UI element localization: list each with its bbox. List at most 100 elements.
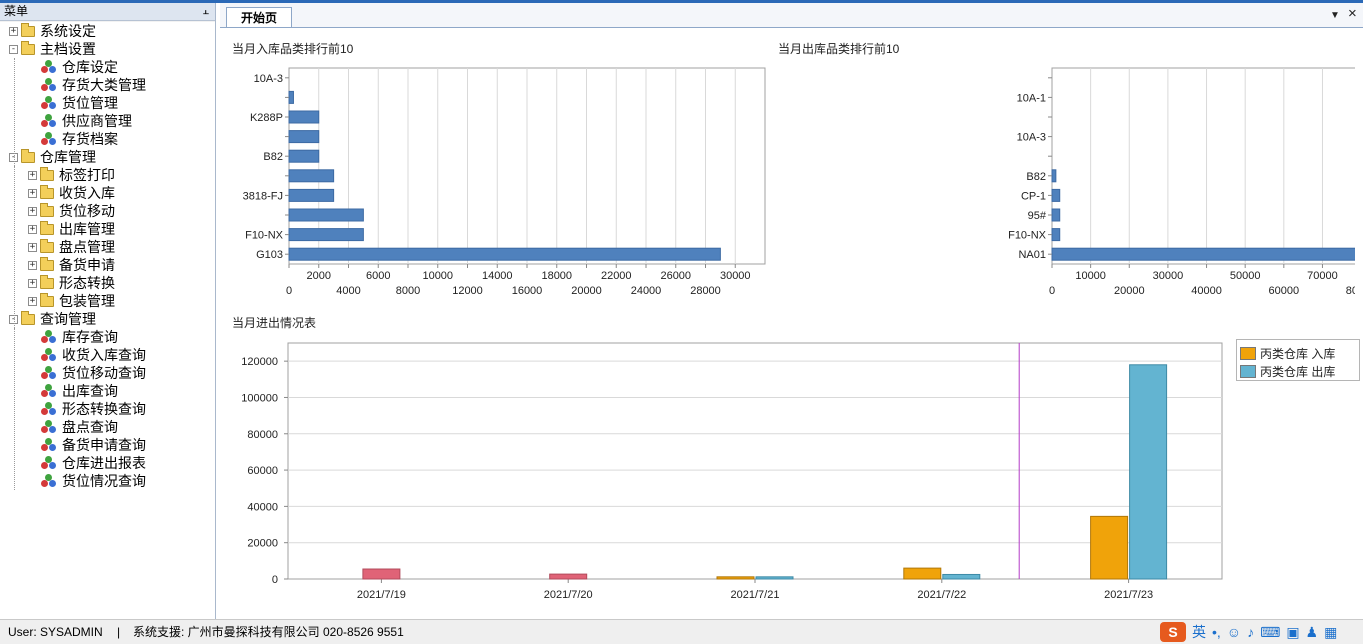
menu-item-label: 主档设置 xyxy=(40,42,96,58)
menu-item-label: 库存查询 xyxy=(62,330,118,346)
pin-icon[interactable]: ⫠ xyxy=(202,5,209,17)
status-user: User: SYSADMIN xyxy=(8,625,103,639)
toolbox-icon[interactable]: ▣ xyxy=(1286,624,1300,640)
menu-item-10[interactable]: + 收货入库 xyxy=(28,184,115,202)
x-tick-label: 2000 xyxy=(307,270,331,282)
y-tick-label: CP-1 xyxy=(1021,190,1046,202)
legend-item-inbound: 丙类仓库 入库 xyxy=(1240,345,1335,362)
menu-item-24[interactable]: 备货申请查询 xyxy=(41,436,146,454)
x-tick-label: 20000 xyxy=(571,285,602,297)
menu-item-label: 查询管理 xyxy=(40,312,96,328)
menu-item-label: 出库管理 xyxy=(59,222,115,238)
collapse-icon[interactable]: - xyxy=(9,151,18,162)
y-tick-label: 0 xyxy=(272,574,278,586)
expand-icon[interactable]: + xyxy=(28,205,37,216)
expand-icon[interactable]: + xyxy=(28,259,37,270)
menu-item-label: 存货档案 xyxy=(62,132,118,148)
menu-item-label: 货位情况查询 xyxy=(62,474,146,490)
module-icon xyxy=(41,60,57,74)
x-tick-label: 16000 xyxy=(512,285,543,297)
menu-item-9[interactable]: + 标签打印 xyxy=(28,166,115,184)
x-tick-label: 4000 xyxy=(336,285,360,297)
x-tick-label: 30000 xyxy=(720,270,751,282)
menu-item-14[interactable]: + 备货申请 xyxy=(28,256,115,274)
menu-item-17[interactable]: - 查询管理 xyxy=(9,310,96,328)
bar-series-inbound xyxy=(903,567,942,580)
bar xyxy=(288,188,335,202)
menu-item-label: 供应商管理 xyxy=(62,114,132,130)
expand-icon[interactable]: + xyxy=(28,187,37,198)
menu-item-15[interactable]: + 形态转换 xyxy=(28,274,115,292)
bar-series-inbound xyxy=(1090,515,1129,580)
bar xyxy=(1051,169,1057,183)
folder-icon xyxy=(40,274,54,289)
menu-item-25[interactable]: 仓库进出报表 xyxy=(41,454,146,472)
bar-series-outbound xyxy=(1129,364,1168,580)
module-icon xyxy=(41,78,57,92)
punctuation-icon[interactable]: •, xyxy=(1212,624,1221,640)
collapse-icon[interactable]: - xyxy=(9,313,18,324)
menu-item-7[interactable]: 存货档案 xyxy=(41,130,118,148)
tab-strip: 开始页 ▼ × xyxy=(220,3,1363,28)
menu-tree: + 系统设定 - 主档设置 仓库设定 存货大类管理 货位管理供应商管理存货档案 - 仓库管理 + 标… xyxy=(0,22,215,619)
tab-start-page[interactable]: 开始页 xyxy=(226,7,292,27)
chart-inbound-top10: 10A-3 K288P B82 3818-FJ F10-NX G103 2000 6000 10… xyxy=(243,67,766,297)
plot-area xyxy=(1051,67,1355,265)
menu-item-18[interactable]: 库存查询 xyxy=(41,328,118,346)
menu-item-label: 备货申请 xyxy=(59,258,115,274)
keyboard-icon[interactable]: ⌨ xyxy=(1260,624,1281,640)
grid-icon[interactable]: ▦ xyxy=(1324,624,1338,640)
status-separator: | xyxy=(117,625,121,639)
x-tick-label: 50000 xyxy=(1230,270,1261,282)
expand-icon[interactable]: + xyxy=(9,25,18,36)
chart-inout-status: 0 20000 40000 60000 80000 100000 120000 2021/7/… xyxy=(241,342,1223,601)
sogou-ime-icon[interactable]: S xyxy=(1160,622,1186,642)
expand-icon[interactable]: + xyxy=(28,295,37,306)
menu-item-1[interactable]: + 系统设定 xyxy=(9,22,96,40)
menu-item-13[interactable]: + 盘点管理 xyxy=(28,238,115,256)
menu-item-6[interactable]: 供应商管理 xyxy=(41,112,132,130)
mic-icon[interactable]: ♪ xyxy=(1247,624,1255,640)
collapse-icon[interactable]: - xyxy=(9,43,18,54)
menu-item-2[interactable]: - 主档设置 xyxy=(9,40,96,58)
emoji-icon[interactable]: ☺ xyxy=(1226,624,1242,640)
y-tick-label: 95# xyxy=(1028,210,1047,222)
folder-icon xyxy=(40,166,54,181)
tree-connector xyxy=(14,328,15,490)
module-icon xyxy=(41,402,57,416)
menu-item-21[interactable]: 出库查询 xyxy=(41,382,118,400)
menu-item-20[interactable]: 货位移动查询 xyxy=(41,364,146,382)
expand-icon[interactable]: + xyxy=(28,277,37,288)
menu-item-19[interactable]: 收货入库查询 xyxy=(41,346,146,364)
menu-item-12[interactable]: + 出库管理 xyxy=(28,220,115,238)
menu-item-label: 形态转换查询 xyxy=(62,402,146,418)
menu-item-26[interactable]: 货位情况查询 xyxy=(41,472,146,490)
menu-item-8[interactable]: - 仓库管理 xyxy=(9,148,96,166)
x-tick-label: 14000 xyxy=(482,270,513,282)
tab-dropdown-icon[interactable]: ▼ xyxy=(1330,10,1340,21)
expand-icon[interactable]: + xyxy=(28,223,37,234)
x-tick-label: 6000 xyxy=(366,270,390,282)
menu-item-4[interactable]: 存货大类管理 xyxy=(41,76,146,94)
tab-close-icon[interactable]: × xyxy=(1348,5,1357,22)
folder-icon xyxy=(21,40,35,55)
menu-item-5[interactable]: 货位管理 xyxy=(41,94,118,112)
module-icon xyxy=(41,456,57,470)
bar xyxy=(1051,188,1061,202)
menu-item-3[interactable]: 仓库设定 xyxy=(41,58,118,76)
folder-icon xyxy=(40,292,54,307)
expand-icon[interactable]: + xyxy=(28,241,37,252)
menu-item-11[interactable]: + 货位移动 xyxy=(28,202,115,220)
menu-item-23[interactable]: 盘点查询 xyxy=(41,418,118,436)
menu-item-16[interactable]: + 包装管理 xyxy=(28,292,115,310)
x-tick-label: 70000 xyxy=(1307,270,1338,282)
menu-item-22[interactable]: 形态转换查询 xyxy=(41,400,146,418)
menu-panel-title: 菜单 xyxy=(4,4,29,18)
menu-item-label: 收货入库查询 xyxy=(62,348,146,364)
tree-connector xyxy=(14,166,15,328)
bar-series-inbound xyxy=(716,576,755,580)
expand-icon[interactable]: + xyxy=(28,169,37,180)
skin-icon[interactable]: ♟ xyxy=(1305,624,1319,640)
bar xyxy=(1051,228,1061,242)
ime-language-toggle[interactable]: 英 xyxy=(1192,624,1206,640)
